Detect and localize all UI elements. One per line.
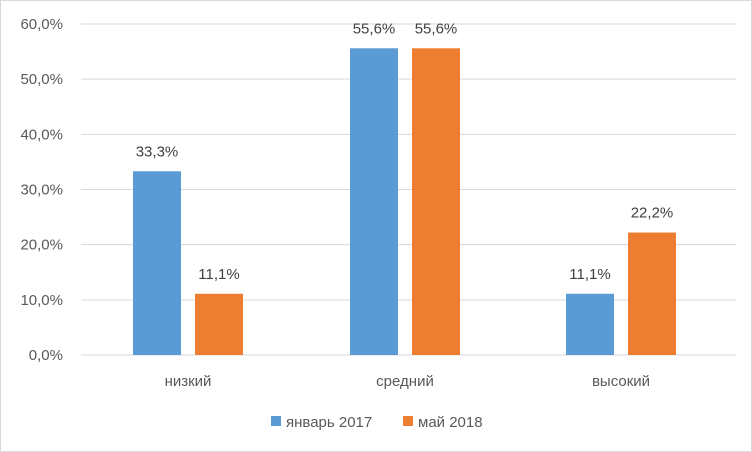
bar <box>628 232 676 355</box>
bar <box>412 48 460 355</box>
gridlines <box>81 23 736 356</box>
data-label: 11,1% <box>198 266 239 283</box>
data-label: 22,2% <box>631 205 674 222</box>
y-tick-label: 0,0% <box>29 347 63 364</box>
legend-swatch <box>403 416 413 426</box>
y-tick-label: 50,0% <box>20 71 63 88</box>
y-tick-label: 30,0% <box>20 182 63 199</box>
category-labels: низкий средний высокий <box>165 373 650 390</box>
y-tick-label: 20,0% <box>20 237 63 254</box>
data-labels: 33,3% 55,6% 11,1% 11,1% 55,6% 22,2% <box>136 20 674 282</box>
legend-swatch <box>271 416 281 426</box>
x-category-label: средний <box>376 373 434 390</box>
data-label: 11,1% <box>569 266 610 283</box>
bar <box>133 171 181 355</box>
bars <box>133 48 676 355</box>
x-category-label: высокий <box>592 373 650 390</box>
y-tick-label: 60,0% <box>20 16 63 33</box>
y-tick-label: 40,0% <box>20 126 63 143</box>
bar <box>566 293 614 355</box>
data-label: 55,6% <box>353 20 396 37</box>
legend-label: май 2018 <box>418 414 483 431</box>
data-label: 55,6% <box>415 20 458 37</box>
y-tick-label: 10,0% <box>20 292 63 309</box>
bar <box>350 48 398 355</box>
x-category-label: низкий <box>165 373 212 390</box>
legend-label: январь 2017 <box>286 414 372 431</box>
y-axis-ticks: 0,0% 10,0% 20,0% 30,0% 40,0% 50,0% 60,0% <box>20 16 63 364</box>
legend: январь 2017 май 2018 <box>271 414 483 431</box>
data-label: 33,3% <box>136 143 179 160</box>
bar <box>195 293 243 355</box>
